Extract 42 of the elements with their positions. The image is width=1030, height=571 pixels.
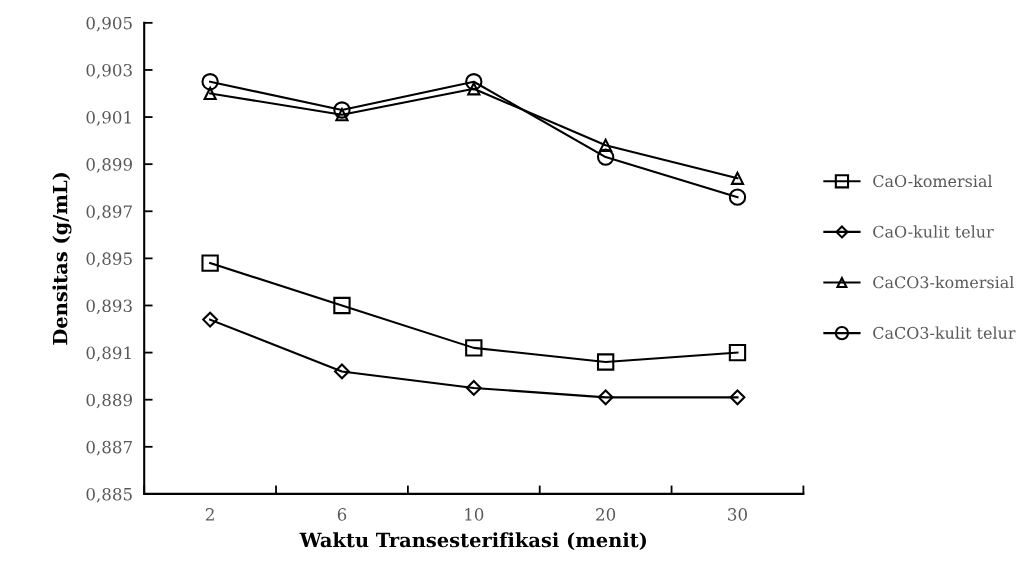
- point: [201, 73, 219, 91]
- point: [465, 339, 483, 357]
- point: [333, 296, 351, 315]
- point: [729, 389, 746, 406]
- y-tick-label: 0,899: [86, 158, 132, 173]
- point: [202, 311, 219, 328]
- point: [333, 101, 351, 119]
- point: [728, 343, 747, 362]
- point: [201, 254, 219, 272]
- point: [465, 380, 482, 396]
- y-tick-label: 0,893: [86, 299, 132, 315]
- y-tick-label: 0,891: [86, 346, 131, 362]
- y-tick-label: 0,905: [86, 16, 132, 32]
- point: [599, 138, 613, 152]
- y-tick-label: 0,897: [86, 205, 132, 220]
- y-tick-label: 0,895: [86, 252, 132, 267]
- point: [596, 353, 615, 371]
- legend-label: CaO-komersial: [873, 174, 993, 188]
- point: [465, 73, 483, 91]
- x-tick-label: 2: [205, 508, 214, 521]
- y-tick-label: 0,901: [86, 111, 131, 126]
- y-tick-label: 0,885: [86, 487, 132, 503]
- y-tick-label: 0,903: [86, 63, 132, 79]
- point: [467, 82, 481, 96]
- x-tick-label: 10: [465, 508, 484, 521]
- point: [335, 108, 349, 122]
- x-tick-label: 6: [337, 508, 347, 521]
- legend-label: CaO-kulit telur: [873, 225, 994, 238]
- legend-label: CaCO3-kulit telur: [873, 326, 1016, 339]
- point: [203, 86, 217, 101]
- y-axis-title: Densitas (g/mL): [52, 173, 72, 345]
- y-tick-label: 0,887: [86, 440, 132, 456]
- point: [596, 148, 615, 166]
- point: [334, 363, 350, 380]
- legend-label: CaCO3-komersial: [873, 275, 1014, 289]
- x-tick-label: 30: [728, 508, 747, 521]
- point: [730, 171, 745, 185]
- point: [728, 188, 747, 206]
- point: [597, 389, 614, 406]
- y-tick-label: 0,889: [86, 393, 132, 409]
- x-axis-title: Waktu Transesterifikasi (menit): [299, 532, 647, 551]
- x-tick-label: 20: [596, 508, 616, 521]
